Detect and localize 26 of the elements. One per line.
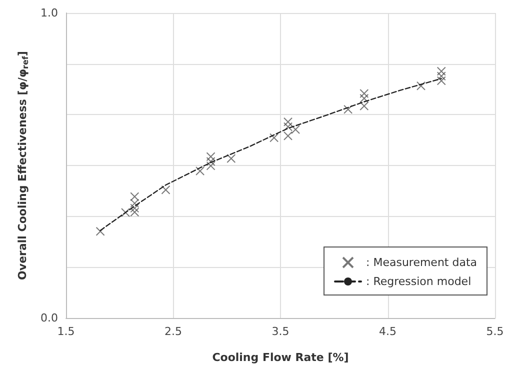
x-tick-label: 2.5 — [164, 325, 182, 338]
point — [96, 226, 105, 236]
line-series — [100, 78, 442, 232]
point — [416, 81, 426, 90]
point — [130, 204, 140, 213]
y-tick-label: 0.0 — [40, 312, 58, 324]
point — [284, 117, 293, 126]
x-tick-label: 1.5 — [57, 325, 75, 338]
point — [291, 125, 300, 134]
point — [360, 89, 369, 98]
point — [161, 185, 170, 194]
x-tick-label: 4.5 — [379, 325, 396, 338]
x-axis-title: Cooling Flow Rate [%] — [212, 351, 349, 364]
x-tick-label: 5.5 — [486, 325, 504, 338]
legend-label: : Regression model — [366, 275, 472, 288]
point — [436, 72, 446, 81]
point — [121, 208, 130, 217]
legend-label: : Measurement data — [366, 256, 478, 269]
point — [270, 133, 279, 142]
point — [196, 166, 205, 176]
y-tick-label: 1.0 — [40, 6, 58, 20]
y-axis-title: Overall Cooling Effectiveness [φ/φref] — [16, 51, 30, 280]
point — [226, 154, 236, 163]
point — [344, 104, 353, 114]
x-tick-label: 3.5 — [272, 325, 290, 338]
point — [206, 157, 216, 166]
